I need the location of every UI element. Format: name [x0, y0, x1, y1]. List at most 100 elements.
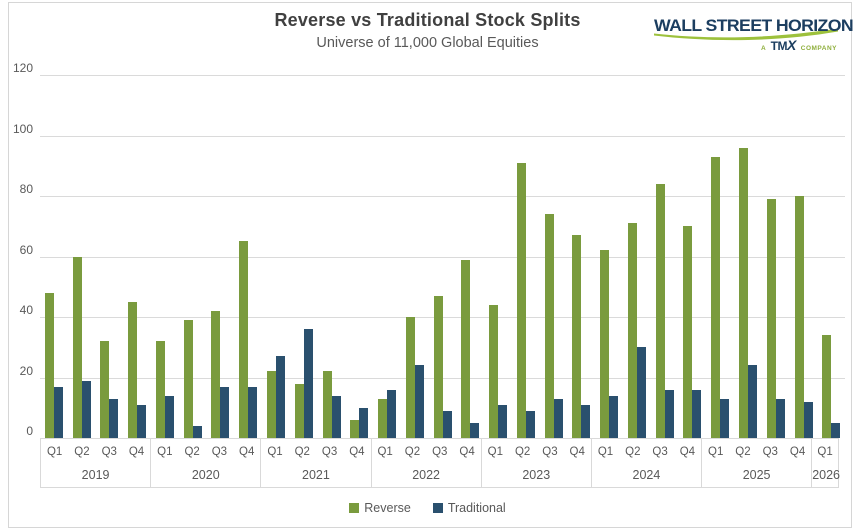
bar-reverse-2019-Q2 — [72, 256, 82, 438]
quarter-label-2020-Q4: Q4 — [239, 446, 255, 458]
bar-reverse-2023-Q3 — [544, 214, 554, 438]
bar-group-2024-Q3 — [651, 75, 679, 438]
legend-item-traditional: Traditional — [432, 501, 506, 515]
quarter-label-2019-Q4: Q4 — [128, 446, 145, 458]
quarter-label-2020-Q3: Q3 — [211, 446, 228, 458]
chart-header: Reverse vs Traditional Stock Splits Univ… — [0, 10, 855, 51]
bar-reverse-2023-Q1 — [489, 304, 499, 438]
bar-traditional-2025-Q1 — [720, 398, 730, 438]
quarter-label-2023-Q2: Q2 — [514, 446, 531, 458]
quarter-label-2019-Q1: Q1 — [46, 446, 63, 458]
bar-reverse-2019-Q1 — [44, 292, 54, 438]
quarter-label-2023-Q1: Q1 — [487, 446, 503, 458]
quarter-label-2021-Q4: Q4 — [349, 446, 365, 458]
bar-group-2020-Q1 — [151, 75, 179, 438]
bar-group-2024-Q4 — [679, 75, 707, 438]
bar-traditional-2025-Q2 — [748, 365, 758, 438]
bar-traditional-2024-Q2 — [636, 347, 646, 438]
logo-wordmark: WALL STREET HORIZON — [654, 16, 854, 35]
bar-group-2025-Q3 — [762, 75, 790, 438]
year-label-2022: 2022 — [412, 468, 440, 482]
bar-traditional-2020-Q4 — [248, 386, 258, 438]
quarter-label-2022-Q3: Q3 — [432, 446, 448, 458]
quarter-label-2021-Q2: Q2 — [294, 446, 310, 458]
legend-swatch-reverse — [349, 503, 360, 513]
bar-reverse-2020-Q1 — [155, 341, 165, 438]
bar-group-2025-Q4 — [790, 75, 818, 438]
bar-reverse-2024-Q2 — [627, 223, 637, 438]
bar-traditional-2021-Q1 — [276, 356, 285, 438]
quarter-label-2021-Q3: Q3 — [321, 446, 338, 458]
quarter-label-2021-Q1: Q1 — [267, 446, 283, 458]
bar-reverse-2024-Q3 — [655, 183, 665, 438]
bar-traditional-2024-Q4 — [692, 389, 702, 438]
quarter-row-2024: Q1 Q2 Q3 Q4 — [592, 439, 701, 466]
bar-reverse-2020-Q4 — [239, 241, 249, 438]
bar-reverse-2025-Q2 — [739, 147, 749, 438]
y-axis: 0 20 40 60 80 100 120 — [8, 61, 36, 438]
bar-reverse-2019-Q4 — [128, 301, 138, 438]
y-tick-label-20: 20 — [19, 363, 33, 378]
quarter-label-2025-Q1: Q1 — [708, 446, 724, 458]
bar-reverse-2021-Q1 — [267, 371, 276, 438]
bar-traditional-2022-Q2 — [414, 365, 424, 438]
bar-reverse-2024-Q4 — [683, 226, 693, 438]
bar-group-2024-Q1 — [595, 75, 623, 438]
quarter-row-2021: Q1 Q2 Q3 Q4 — [261, 439, 370, 466]
quarter-label-2026-Q1: Q1 — [817, 446, 833, 458]
bar-group-2024-Q2 — [623, 75, 651, 438]
bar-group-2023-Q3 — [540, 75, 568, 438]
logo-tmx-suffix: COMPANY — [800, 45, 837, 52]
legend-swatch-traditional — [432, 503, 443, 513]
bar-traditional-2020-Q2 — [192, 425, 202, 438]
bar-reverse-2022-Q1 — [378, 398, 388, 438]
year-label-2021: 2021 — [302, 468, 330, 482]
y-tick-label-80: 80 — [19, 182, 33, 197]
year-label-2025: 2025 — [742, 468, 771, 482]
bar-reverse-2023-Q4 — [572, 235, 582, 438]
bar-traditional-2020-Q3 — [220, 386, 230, 438]
logo-tmx-prefix: A — [760, 45, 767, 52]
bar-traditional-2019-Q1 — [53, 386, 63, 438]
bar-group-2020-Q4 — [234, 75, 262, 438]
chart-subtitle: Universe of 11,000 Global Equities — [316, 35, 539, 51]
year-label-2023: 2023 — [522, 468, 551, 482]
year-label-2020: 2020 — [191, 468, 220, 482]
bar-group-2019-Q3 — [96, 75, 124, 438]
year-box-2019: Q1 Q2 Q3 Q4 2019 — [40, 438, 152, 488]
bar-traditional-2021-Q4 — [359, 407, 369, 438]
bar-reverse-2025-Q4 — [794, 196, 804, 438]
bar-reverse-2020-Q3 — [211, 310, 221, 438]
bar-traditional-2019-Q3 — [109, 398, 119, 438]
legend-label-reverse: Reverse — [364, 501, 411, 515]
quarter-label-2025-Q2: Q2 — [735, 446, 751, 458]
quarter-row-2019: Q1 Q2 Q3 Q4 — [41, 439, 150, 466]
year-box-2026: Q1 2026 — [811, 438, 840, 488]
quarter-label-2024-Q1: Q1 — [597, 446, 614, 458]
gridline-100 — [40, 135, 845, 137]
quarter-row-2025: Q1 Q2 Q3 Q4 — [702, 439, 811, 466]
bar-traditional-2023-Q4 — [581, 404, 591, 438]
bar-group-2022-Q1 — [373, 75, 401, 438]
quarter-row-2023: Q1 Q2 Q3 Q4 — [482, 439, 591, 466]
plot-area — [40, 75, 845, 438]
bar-traditional-2023-Q1 — [498, 404, 508, 438]
bar-reverse-2024-Q1 — [600, 250, 610, 438]
year-box-2023: Q1 Q2 Q3 Q4 2023 — [480, 438, 592, 488]
chart-title: Reverse vs Traditional Stock Splits — [274, 10, 581, 30]
legend-item-reverse: Reverse — [349, 501, 411, 515]
year-box-2020: Q1 Q2 Q3 Q4 2020 — [150, 438, 262, 488]
logo-tmx: TM — [770, 39, 788, 53]
quarter-label-2023-Q4: Q4 — [569, 446, 585, 458]
bar-traditional-2021-Q2 — [303, 329, 313, 438]
bar-group-2021-Q4 — [345, 75, 373, 438]
bar-reverse-2022-Q2 — [405, 317, 415, 438]
bar-traditional-2022-Q3 — [442, 410, 452, 438]
bar-traditional-2021-Q3 — [331, 395, 341, 438]
bar-traditional-2022-Q4 — [470, 422, 480, 438]
x-axis-band: Q1 Q2 Q3 Q4 2019 Q1 Q2 Q3 Q4 2020 Q1 Q2 Q3 Q4 2021 Q1 Q2… — [40, 438, 846, 488]
bar-group-2022-Q2 — [401, 75, 429, 438]
bar-traditional-2020-Q1 — [164, 395, 174, 438]
y-tick-label-60: 60 — [19, 242, 33, 257]
